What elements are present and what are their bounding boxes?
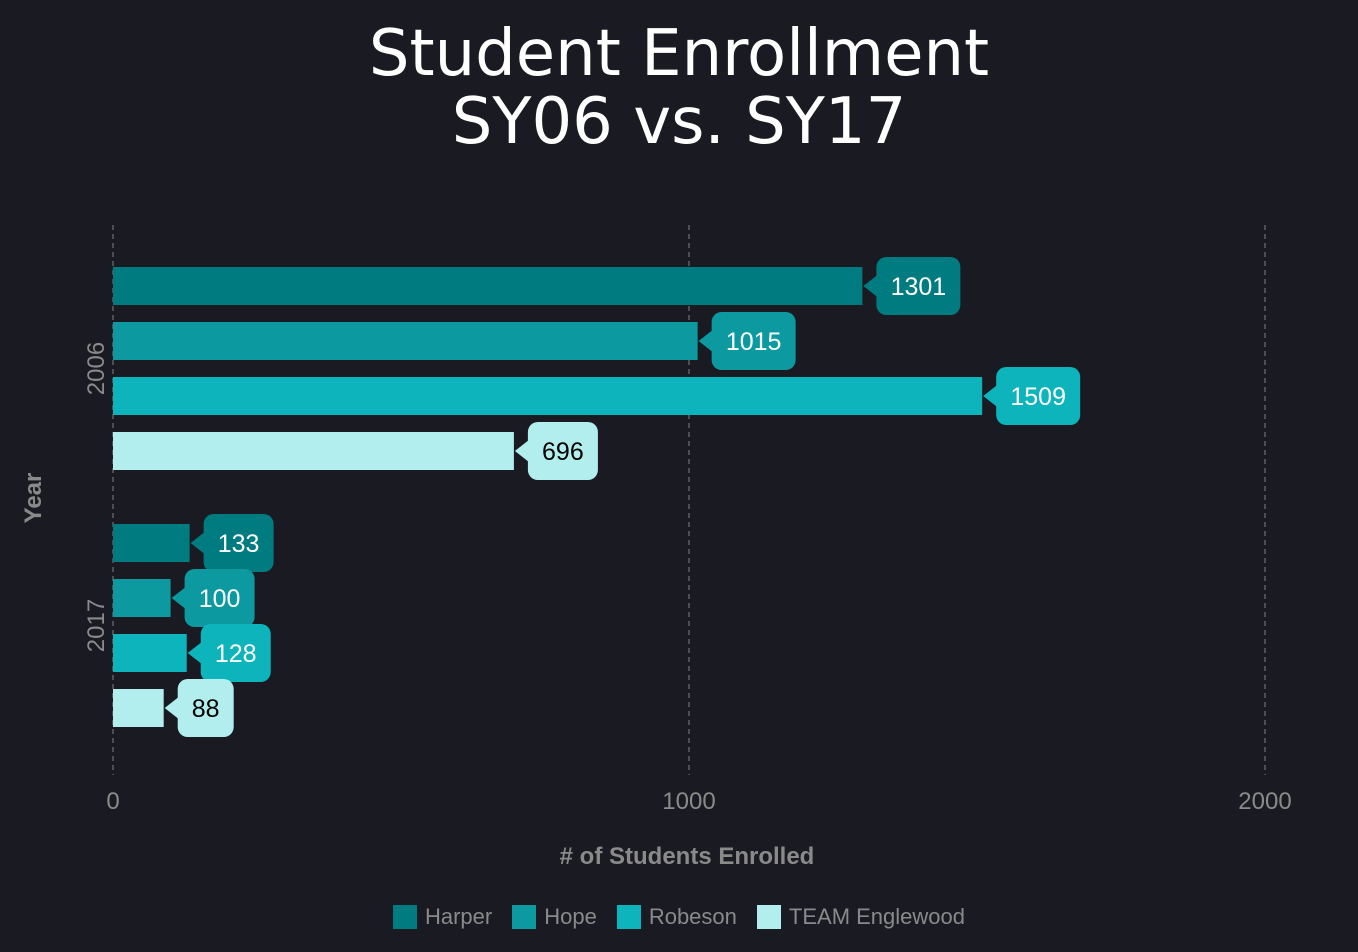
legend-swatch [392, 905, 417, 929]
legend-label: Hope [544, 904, 597, 929]
legend-label: Robeson [648, 904, 737, 929]
data-label-text: 1509 [1010, 383, 1066, 411]
data-label-text: 128 [215, 640, 257, 668]
y-tick-label: 2017 [83, 599, 110, 652]
data-labels: 1301 1015 1509 696 133 100 128 88 [164, 257, 1081, 737]
bar [113, 689, 164, 727]
legend-label: Harper [424, 904, 493, 929]
legend-item: Hope [512, 904, 597, 930]
bar [113, 524, 190, 562]
data-label-text: 88 [192, 695, 220, 723]
legend-swatch [616, 905, 641, 929]
y-axis-label: Year [20, 473, 47, 524]
legend-swatch [512, 905, 537, 929]
data-label-text: 133 [218, 530, 260, 558]
bar [113, 579, 171, 617]
x-axis-label: # of Students Enrolled [560, 843, 815, 870]
data-label: 128 [187, 624, 271, 682]
legend-item: Harper [392, 904, 493, 930]
data-label: 1301 [863, 257, 961, 315]
y-tick-label: 2006 [83, 342, 110, 395]
data-label: 1509 [983, 367, 1081, 425]
gridlines [112, 225, 1266, 775]
legend-item: Robeson [616, 904, 737, 930]
data-label: 696 [514, 422, 598, 480]
data-label-text: 1015 [726, 328, 782, 356]
chart-title-line2: SY06 vs. SY17 [451, 85, 907, 159]
data-label: 100 [171, 569, 255, 627]
bar [113, 432, 514, 470]
legend-swatch [756, 905, 781, 929]
chart-title-line1: Student Enrollment [368, 17, 990, 91]
axis-ticks: 0 1000 2000 2006 2017 [83, 342, 1292, 815]
bar [113, 322, 698, 360]
data-label: 133 [190, 514, 274, 572]
bar [113, 267, 863, 305]
legend: Harper Hope Robeson TEAM Englewood [0, 904, 1358, 930]
x-tick-label: 1000 [662, 788, 715, 815]
legend-item: TEAM Englewood [756, 904, 965, 930]
legend-label: TEAM Englewood [788, 904, 965, 929]
bars [113, 267, 983, 727]
data-label-text: 1301 [891, 273, 947, 301]
data-label: 1015 [698, 312, 796, 370]
data-label: 88 [164, 679, 234, 737]
chart-title: Student Enrollment SY06 vs. SY17 [0, 20, 1358, 156]
data-label-text: 100 [199, 585, 241, 613]
bar [113, 377, 983, 415]
x-tick-label: 2000 [1238, 788, 1291, 815]
data-label-text: 696 [542, 438, 584, 466]
bar [113, 634, 187, 672]
x-tick-label: 0 [106, 788, 119, 815]
bar-chart: 1301 1015 1509 696 133 100 128 88 0 1000 2000 2006… [20, 225, 1292, 870]
